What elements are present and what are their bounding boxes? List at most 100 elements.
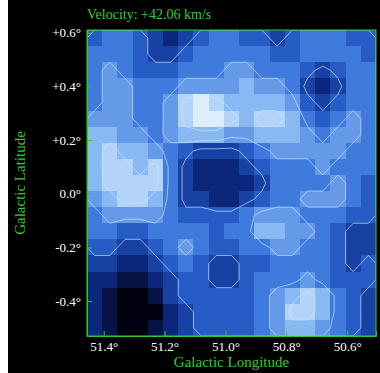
- heat-cell: [239, 143, 255, 160]
- heat-cell: [87, 78, 103, 95]
- heat-cell: [224, 30, 240, 47]
- heat-cell: [133, 62, 149, 79]
- heat-cell: [285, 78, 301, 95]
- heat-cell: [117, 288, 133, 305]
- heat-cell: [285, 46, 301, 63]
- heat-cell: [285, 175, 301, 192]
- heat-cell: [361, 78, 376, 95]
- heat-cell: [361, 30, 376, 47]
- heat-cell: [254, 255, 270, 272]
- heat-cell: [193, 304, 209, 321]
- heat-cell: [330, 191, 346, 208]
- tick-mark: [347, 331, 348, 336]
- heat-cell: [270, 320, 286, 336]
- heat-cell: [346, 288, 362, 305]
- heat-cell: [239, 159, 255, 176]
- heat-cell: [163, 143, 179, 160]
- heat-cell: [239, 111, 255, 128]
- heat-cell: [148, 30, 164, 47]
- heat-cell: [300, 143, 316, 160]
- heat-cell: [239, 255, 255, 272]
- heat-cell: [209, 320, 225, 336]
- tick-mark: [87, 247, 92, 248]
- heat-cell: [300, 191, 316, 208]
- heat-cell: [315, 30, 331, 47]
- heat-cell: [300, 288, 316, 305]
- heat-cell: [148, 78, 164, 95]
- heat-cell: [330, 207, 346, 224]
- heat-cell: [239, 223, 255, 240]
- heat-cell: [193, 175, 209, 192]
- heat-cell: [133, 143, 149, 160]
- heat-cell: [239, 191, 255, 208]
- heat-cell: [193, 159, 209, 176]
- heat-cell: [285, 223, 301, 240]
- heat-cell: [87, 175, 103, 192]
- heat-cell: [163, 46, 179, 63]
- heat-cell: [224, 304, 240, 321]
- heat-cell: [133, 239, 149, 256]
- heat-cell: [102, 320, 118, 336]
- heat-cell: [239, 175, 255, 192]
- heat-cell: [270, 127, 286, 144]
- tick: +0.2°: [52, 133, 92, 148]
- heat-cell: [209, 30, 225, 47]
- heat-cell: [209, 62, 225, 79]
- heat-cell: [330, 94, 346, 111]
- heat-cell: [102, 255, 118, 272]
- heat-cell: [224, 46, 240, 63]
- heat-cell: [254, 127, 270, 144]
- tick-label: -0.2°: [55, 240, 81, 255]
- heat-cell: [330, 46, 346, 63]
- heat-cell: [315, 191, 331, 208]
- heat-cell: [102, 223, 118, 240]
- heat-cell: [178, 30, 194, 47]
- heat-cell: [270, 191, 286, 208]
- heat-cell: [315, 320, 331, 336]
- heat-cell: [148, 127, 164, 144]
- tick-label: 50.8°: [273, 339, 301, 354]
- heat-cell: [148, 191, 164, 208]
- heat-cell: [224, 111, 240, 128]
- heat-cell: [239, 78, 255, 95]
- heat-cell: [178, 159, 194, 176]
- heat-cell: [87, 255, 103, 272]
- heat-cell: [209, 78, 225, 95]
- heat-cell: [361, 159, 376, 176]
- tick-mark: [87, 301, 92, 302]
- heat-cell: [346, 46, 362, 63]
- heat-cell: [300, 175, 316, 192]
- heat-cell: [117, 320, 133, 336]
- heat-cell: [254, 62, 270, 79]
- heat-cell: [224, 94, 240, 111]
- heat-cell: [117, 94, 133, 111]
- heat-cell: [254, 94, 270, 111]
- heat-cell: [346, 255, 362, 272]
- heat-cell: [117, 143, 133, 160]
- heat-cell: [315, 239, 331, 256]
- heat-cell: [163, 111, 179, 128]
- heat-cell: [178, 288, 194, 305]
- heat-cell: [87, 304, 103, 321]
- heat-cell: [346, 272, 362, 289]
- heat-cell: [270, 46, 286, 63]
- heat-cell: [163, 30, 179, 47]
- heat-cell: [148, 62, 164, 79]
- heat-cell: [285, 255, 301, 272]
- heat-cell: [254, 175, 270, 192]
- heat-cell: [117, 159, 133, 176]
- heat-cell: [117, 175, 133, 192]
- heat-cell: [361, 111, 376, 128]
- tick-label: 51.0°: [212, 339, 240, 354]
- heat-cell: [148, 143, 164, 160]
- heat-cell: [270, 207, 286, 224]
- heat-cell: [163, 288, 179, 305]
- heat-cell: [163, 94, 179, 111]
- heat-cell: [117, 223, 133, 240]
- heat-cell: [102, 62, 118, 79]
- heat-cell: [285, 159, 301, 176]
- heat-cell: [163, 159, 179, 176]
- heat-cell: [285, 143, 301, 160]
- tick: -0.4°: [55, 294, 92, 309]
- heat-cell: [330, 143, 346, 160]
